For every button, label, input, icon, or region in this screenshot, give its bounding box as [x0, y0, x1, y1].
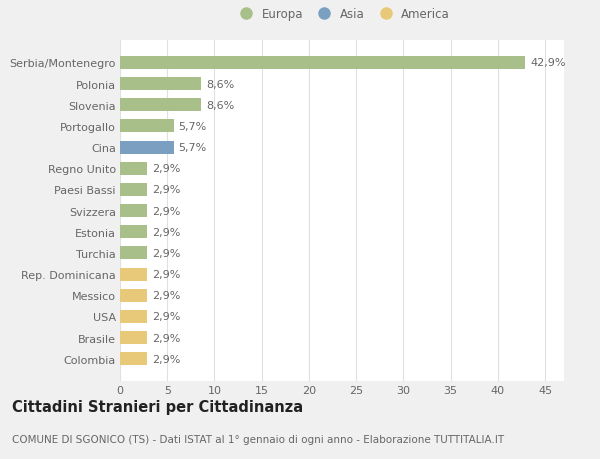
Text: 2,9%: 2,9%: [152, 227, 181, 237]
Text: 2,9%: 2,9%: [152, 291, 181, 301]
Bar: [120, 226, 148, 239]
Text: 2,9%: 2,9%: [152, 164, 181, 174]
Bar: [120, 57, 525, 70]
Text: 5,7%: 5,7%: [179, 122, 207, 132]
Bar: [120, 184, 148, 196]
Text: 2,9%: 2,9%: [152, 354, 181, 364]
Bar: [120, 78, 201, 91]
Text: 8,6%: 8,6%: [206, 79, 234, 90]
Text: COMUNE DI SGONICO (TS) - Dati ISTAT al 1° gennaio di ogni anno - Elaborazione TU: COMUNE DI SGONICO (TS) - Dati ISTAT al 1…: [12, 434, 504, 444]
Text: 2,9%: 2,9%: [152, 248, 181, 258]
Text: 2,9%: 2,9%: [152, 269, 181, 280]
Bar: [120, 353, 148, 365]
Text: 8,6%: 8,6%: [206, 101, 234, 111]
Text: 2,9%: 2,9%: [152, 312, 181, 322]
Bar: [120, 310, 148, 323]
Text: 2,9%: 2,9%: [152, 206, 181, 216]
Bar: [120, 289, 148, 302]
Legend: Europa, Asia, America: Europa, Asia, America: [230, 3, 454, 25]
Text: 2,9%: 2,9%: [152, 185, 181, 195]
Bar: [120, 120, 174, 133]
Bar: [120, 331, 148, 344]
Text: 5,7%: 5,7%: [179, 143, 207, 153]
Bar: [120, 99, 201, 112]
Text: 42,9%: 42,9%: [530, 58, 565, 68]
Text: 2,9%: 2,9%: [152, 333, 181, 343]
Bar: [120, 268, 148, 281]
Bar: [120, 205, 148, 218]
Bar: [120, 141, 174, 154]
Text: Cittadini Stranieri per Cittadinanza: Cittadini Stranieri per Cittadinanza: [12, 399, 303, 414]
Bar: [120, 162, 148, 175]
Bar: [120, 247, 148, 260]
